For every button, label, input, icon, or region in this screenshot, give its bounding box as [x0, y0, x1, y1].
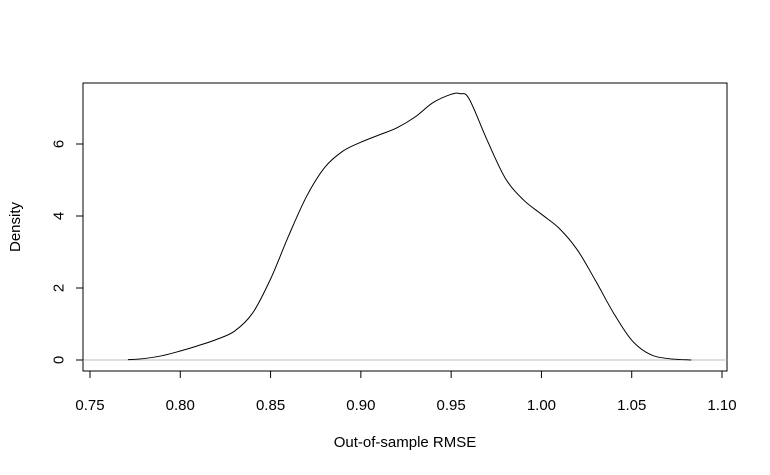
y-tick-label: 0 — [50, 356, 67, 364]
x-tick-label: 0.80 — [166, 397, 195, 414]
x-axis-label: Out-of-sample RMSE — [334, 434, 477, 451]
x-tick-label: 0.95 — [437, 397, 466, 414]
y-axis: 0 2 4 6 — [50, 140, 84, 364]
plot-frame — [82, 82, 728, 372]
x-tick-label: 1.05 — [617, 397, 646, 414]
y-tick-label: 4 — [50, 212, 67, 220]
x-axis: 0.75 0.80 0.85 0.90 0.95 1.00 1.05 1.10 — [75, 370, 737, 414]
x-tick-label: 1.00 — [527, 397, 556, 414]
x-tick-label: 0.75 — [75, 397, 104, 414]
x-tick-label: 1.10 — [707, 397, 736, 414]
y-tick-label: 6 — [50, 140, 67, 148]
y-axis-label: Density — [7, 201, 24, 252]
x-tick-label: 0.90 — [346, 397, 375, 414]
x-tick-label: 0.85 — [256, 397, 285, 414]
y-tick-label: 2 — [50, 284, 67, 292]
density-curve — [127, 92, 692, 361]
